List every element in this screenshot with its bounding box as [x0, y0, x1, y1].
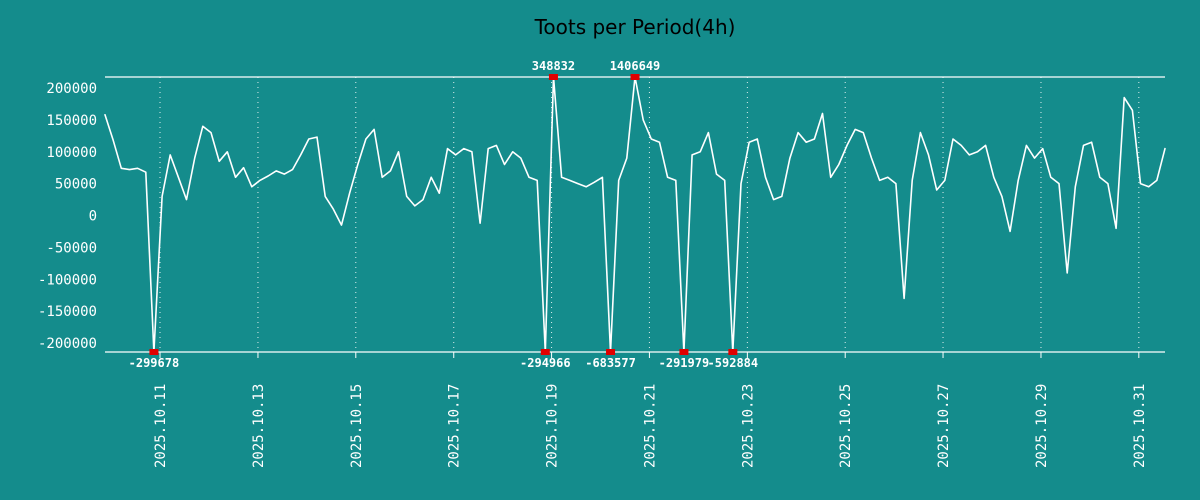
x-tick-label: 2025.10.13 [251, 384, 267, 468]
x-tick-label: 2025.10.17 [447, 384, 463, 468]
clip-marker-bottom [679, 349, 689, 355]
y-tick-label: -150000 [38, 304, 97, 320]
y-tick-label: -200000 [38, 336, 97, 352]
y-tick-label: 0 [89, 209, 97, 225]
clip-marker-bottom [540, 349, 550, 355]
extreme-value-label: -294966 [520, 356, 571, 370]
extreme-value-label: -592884 [708, 356, 759, 370]
x-tick-label: 2025.10.15 [349, 384, 365, 468]
x-tick-label: 2025.10.21 [642, 384, 658, 468]
chart-title: Toots per Period(4h) [534, 15, 736, 39]
x-tick-label: 2025.10.23 [740, 384, 756, 468]
y-tick-label: 200000 [46, 81, 97, 97]
extreme-value-label: 348832 [532, 59, 575, 73]
clip-marker-bottom [728, 349, 738, 355]
extreme-value-label: 1406649 [610, 59, 661, 73]
clip-marker-bottom [149, 349, 159, 355]
extreme-value-label: -299678 [129, 356, 180, 370]
y-tick-label: -100000 [38, 272, 97, 288]
y-tick-label: 100000 [46, 145, 97, 161]
x-tick-label: 2025.10.27 [936, 384, 952, 468]
y-tick-label: 50000 [55, 177, 97, 193]
x-tick-label: 2025.10.11 [153, 384, 169, 468]
clip-marker-bottom [606, 349, 616, 355]
x-tick-label: 2025.10.31 [1132, 384, 1148, 468]
x-tick-label: 2025.10.19 [545, 384, 561, 468]
clip-marker-top [630, 74, 640, 80]
x-tick-label: 2025.10.25 [838, 384, 854, 468]
x-tick-label: 2025.10.29 [1034, 384, 1050, 468]
extreme-value-label: -291979 [659, 356, 710, 370]
y-tick-label: -50000 [46, 240, 97, 256]
clip-marker-top [548, 74, 558, 80]
y-tick-label: 150000 [46, 113, 97, 129]
extreme-value-label: -683577 [585, 356, 636, 370]
